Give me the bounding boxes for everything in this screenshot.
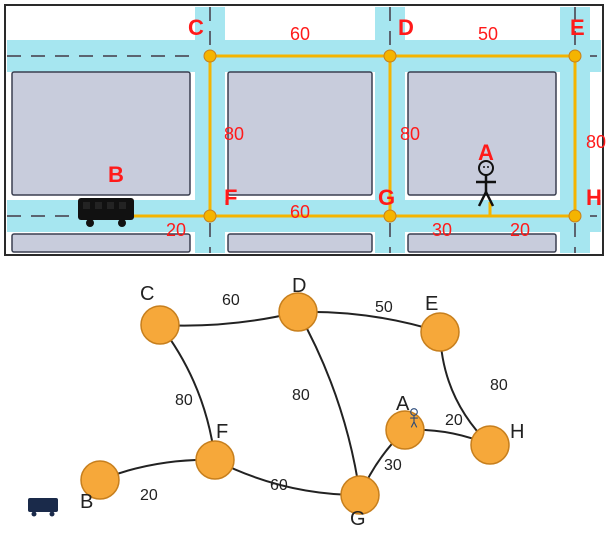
city-block <box>12 72 190 195</box>
path-node-dot <box>204 50 216 62</box>
city-block <box>408 72 556 195</box>
city-block <box>408 234 556 252</box>
map-edge-weight: 80 <box>586 132 606 152</box>
map-node-label: E <box>570 15 585 40</box>
graph-node <box>471 426 509 464</box>
map-edge-weight: 60 <box>290 202 310 222</box>
map-edge-weight: 80 <box>400 124 420 144</box>
map-node-label: B <box>108 162 124 187</box>
map-node-label: C <box>188 15 204 40</box>
graph-node <box>386 411 424 449</box>
graph-edge-weight: 80 <box>490 377 508 394</box>
map-node-label: D <box>398 15 414 40</box>
graph-edge-weight: 80 <box>175 392 193 409</box>
city-block <box>228 234 372 252</box>
map-node-label: H <box>586 185 602 210</box>
graph-node <box>279 293 317 331</box>
graph-node-label: D <box>292 275 306 297</box>
graph-edge-weight: 50 <box>375 299 393 316</box>
graph-edge-weight: 30 <box>384 457 402 474</box>
map-node-label: G <box>378 185 395 210</box>
city-block <box>228 72 372 195</box>
graph-edge-weight: 20 <box>445 412 463 429</box>
graph-node-label: H <box>510 421 524 443</box>
city-block <box>12 234 190 252</box>
graph-node-label: C <box>140 283 154 305</box>
graph-diagram: 60 50 80 80 80 20 60 30 20 C D E B F G A H <box>28 275 524 530</box>
graph-edge-weight: 80 <box>292 387 310 404</box>
path-node-dot <box>569 210 581 222</box>
map-edge-weight: 20 <box>166 220 186 240</box>
graph-node-label: G <box>350 508 366 530</box>
graph-node-label: B <box>80 491 93 513</box>
map-edge-weight: 60 <box>290 24 310 44</box>
path-node-dot <box>204 210 216 222</box>
graph-edge-weight: 20 <box>140 487 158 504</box>
map-edge-weight: 20 <box>510 220 530 240</box>
map-edge-weight: 30 <box>432 220 452 240</box>
path-node-dot <box>384 210 396 222</box>
graph-edge <box>160 312 298 326</box>
graph-edge-weight: 60 <box>222 292 240 309</box>
graph-node <box>196 441 234 479</box>
map-node-label: F <box>224 185 237 210</box>
graph-node <box>421 313 459 351</box>
diagram-root: CDEBAFGH60508080806020302060508080802060… <box>0 0 611 540</box>
graph-node <box>141 306 179 344</box>
graph-node-label: A <box>396 393 410 415</box>
map-edge-weight: 50 <box>478 24 498 44</box>
path-node-dot <box>569 50 581 62</box>
path-node-dot <box>384 50 396 62</box>
graph-edge-weight: 60 <box>270 477 288 494</box>
bus-icon-small <box>28 498 58 517</box>
graph-edge <box>298 312 440 332</box>
map-edge-weight: 80 <box>224 124 244 144</box>
graph-node-label: F <box>216 421 228 443</box>
graph-node-label: E <box>425 293 438 315</box>
map-node-label: A <box>478 140 494 165</box>
street-map: C D E B A F G H 60 50 80 80 80 60 20 30 20 <box>5 5 606 255</box>
